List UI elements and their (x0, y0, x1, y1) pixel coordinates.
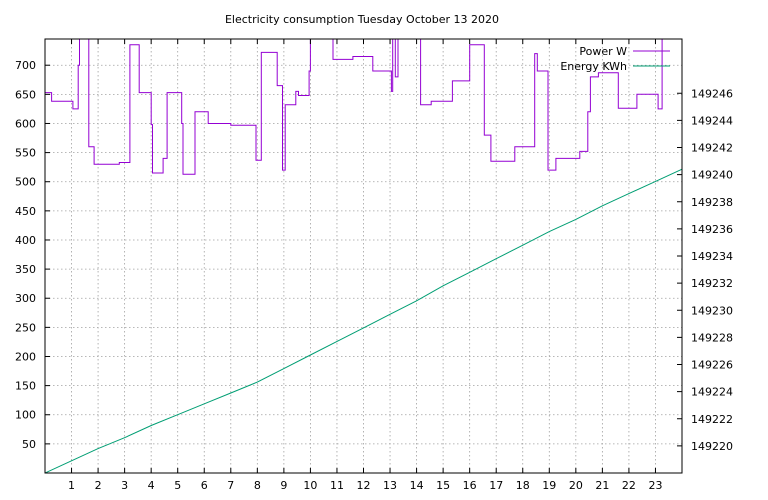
x-tick-label: 14 (410, 479, 424, 492)
y-left-tick-label: 450 (15, 205, 36, 218)
y-left-tick-label: 100 (15, 409, 36, 422)
y-right-tick-label: 149228 (691, 331, 733, 344)
x-tick-label: 7 (227, 479, 234, 492)
x-tick-label: 2 (95, 479, 102, 492)
x-tick-label: 3 (121, 479, 128, 492)
x-tick-label: 5 (174, 479, 181, 492)
tick-layer: 1 2 3 4 5 6 7 8 9 10 11 12 13 14 15 16 17 18 19 20 21 22 23501… (15, 39, 733, 492)
y-left-tick-label: 50 (22, 438, 36, 451)
y-right-tick-label: 149230 (691, 304, 733, 317)
y-right-tick-label: 149242 (691, 142, 733, 155)
grid (45, 39, 682, 473)
x-tick-label: 4 (148, 479, 155, 492)
series-line-energy-kwh (45, 168, 682, 473)
legend: Power W Energy KWh (560, 45, 670, 73)
y-left-tick-label: 200 (15, 350, 36, 363)
y-left-tick-label: 500 (15, 176, 36, 189)
x-tick-label: 6 (201, 479, 208, 492)
x-tick-label: 15 (436, 479, 450, 492)
y-right-tick-label: 149224 (691, 386, 733, 399)
x-tick-label: 17 (489, 479, 503, 492)
series-line-power-w (45, 39, 663, 175)
y-left-tick-label: 600 (15, 117, 36, 130)
y-right-tick-label: 149222 (691, 413, 733, 426)
x-tick-label: 19 (542, 479, 556, 492)
y-left-tick-label: 250 (15, 321, 36, 334)
x-tick-label: 22 (622, 479, 636, 492)
y-left-tick-label: 400 (15, 234, 36, 247)
y-right-tick-label: 149246 (691, 87, 733, 100)
y-right-tick-label: 149244 (691, 114, 733, 127)
y-right-tick-label: 149238 (691, 196, 733, 209)
y-left-tick-label: 700 (15, 59, 36, 72)
x-tick-label: 13 (383, 479, 397, 492)
x-tick-label: 18 (516, 479, 530, 492)
x-tick-label: 20 (569, 479, 583, 492)
y-right-tick-label: 149232 (691, 277, 733, 290)
y-left-tick-label: 550 (15, 147, 36, 160)
series-layer (45, 39, 682, 473)
y-left-tick-label: 300 (15, 292, 36, 305)
x-tick-label: 11 (330, 479, 344, 492)
y-left-tick-label: 150 (15, 380, 36, 393)
x-tick-label: 23 (648, 479, 662, 492)
legend-label: Energy KWh (560, 60, 627, 73)
y-right-tick-label: 149234 (691, 250, 733, 263)
y-right-tick-label: 149220 (691, 440, 733, 453)
x-tick-label: 8 (254, 479, 261, 492)
chart-title: Electricity consumption Tuesday October … (225, 13, 499, 26)
y-left-tick-label: 650 (15, 88, 36, 101)
x-tick-label: 12 (357, 479, 371, 492)
x-tick-label: 21 (595, 479, 609, 492)
legend-label: Power W (579, 45, 627, 58)
x-tick-label: 9 (280, 479, 287, 492)
x-tick-label: 10 (303, 479, 317, 492)
y-right-tick-label: 149236 (691, 223, 733, 236)
x-tick-label: 1 (68, 479, 75, 492)
y-right-tick-label: 149240 (691, 169, 733, 182)
x-tick-label: 16 (463, 479, 477, 492)
y-left-tick-label: 350 (15, 263, 36, 276)
y-right-tick-label: 149226 (691, 359, 733, 372)
